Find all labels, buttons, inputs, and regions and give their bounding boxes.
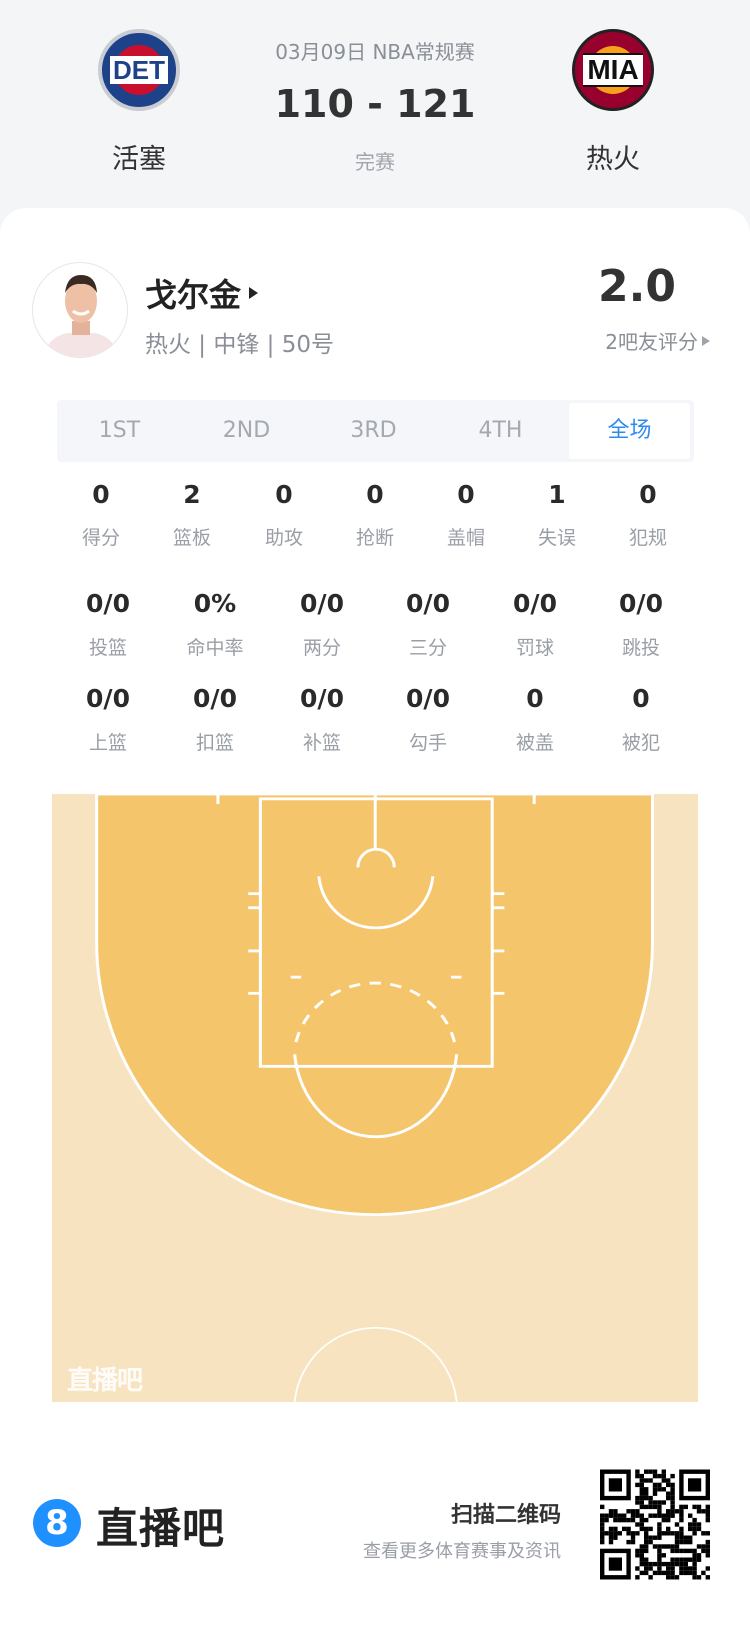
stat-label: 罚球 <box>515 637 555 659</box>
tab-4th[interactable]: 4TH <box>478 418 523 443</box>
stat-value: 0/0 <box>86 684 130 713</box>
period-tabs: 1ST 2ND 3RD 4TH 全场 <box>57 400 694 462</box>
mia-abbr: MIA <box>583 53 643 87</box>
stat-value: 0 <box>639 480 657 509</box>
stat-value: 0 <box>366 480 384 509</box>
stat-value: 0/0 <box>300 589 344 618</box>
stat-value: 0 <box>92 480 110 509</box>
stat-value: 0/0 <box>513 589 557 618</box>
rating-label: 2吧友评分 <box>605 330 698 354</box>
game-score: 110 - 121 <box>274 82 476 126</box>
stat-label: 勾手 <box>408 732 448 754</box>
stat-value: 0 <box>632 684 650 713</box>
stat-label: 篮板 <box>172 527 212 549</box>
shot-chart-court <box>52 794 698 1402</box>
free-throw-arc <box>293 1054 459 1139</box>
rating-link[interactable]: 2吧友评分 <box>605 326 710 355</box>
stat-label: 投篮 <box>88 637 128 659</box>
stat-label: 被犯 <box>621 732 661 754</box>
brand-name: 直播吧 <box>96 1504 226 1553</box>
stat-value: 2 <box>183 480 201 509</box>
stat-value: 0/0 <box>406 589 450 618</box>
stat-value: 0/0 <box>300 684 344 713</box>
hoop <box>356 847 396 868</box>
det-abbr: DET <box>110 56 168 84</box>
stat-value: 1 <box>548 480 566 509</box>
tab-2nd[interactable]: 2ND <box>222 418 271 443</box>
player-name: 戈尔金 <box>145 276 242 314</box>
tab-3rd[interactable]: 3RD <box>350 418 397 443</box>
free-throw-dashed <box>294 981 456 1043</box>
game-date-league: 03月09日 NBA常规赛 <box>275 40 475 64</box>
away-team-name[interactable]: 热火 <box>586 144 640 175</box>
center-circle <box>293 1327 458 1402</box>
player-avatar[interactable] <box>32 262 128 358</box>
stat-label: 跳投 <box>621 637 661 659</box>
mia-team-logo[interactable]: MIA <box>572 29 654 111</box>
stat-label: 上篮 <box>88 732 128 754</box>
caret-right-icon <box>702 335 710 346</box>
det-team-logo[interactable]: DET <box>98 29 180 111</box>
stat-label: 命中率 <box>186 637 244 659</box>
stat-value: 0 <box>526 684 544 713</box>
stat-label: 补篮 <box>302 732 342 754</box>
stat-label: 盖帽 <box>446 527 486 549</box>
stat-value: 0% <box>193 589 237 618</box>
stat-label: 失误 <box>537 527 577 549</box>
player-name-link[interactable]: 戈尔金 <box>145 270 259 316</box>
tab-full-game[interactable]: 全场 <box>569 403 690 459</box>
stat-value: 0 <box>275 480 293 509</box>
stat-label: 被盖 <box>515 732 555 754</box>
stat-label: 两分 <box>302 637 342 659</box>
stat-label: 抢断 <box>355 527 395 549</box>
stat-label: 助攻 <box>264 527 304 549</box>
player-info: 热火 | 中锋 | 50号 <box>145 332 335 358</box>
stat-value: 0/0 <box>406 684 450 713</box>
court-watermark: 直播吧 <box>67 1366 143 1396</box>
stat-value: 0/0 <box>86 589 130 618</box>
stat-value: 0/0 <box>193 684 237 713</box>
stat-value: 0 <box>457 480 475 509</box>
stat-label: 三分 <box>408 637 448 659</box>
stat-label: 得分 <box>81 527 121 549</box>
stat-label: 扣篮 <box>195 732 235 754</box>
game-status: 完赛 <box>355 150 395 174</box>
tab-1st[interactable]: 1ST <box>98 418 141 443</box>
scan-subtitle: 查看更多体育赛事及资讯 <box>363 1541 561 1562</box>
caret-right-icon <box>249 287 259 299</box>
scan-title: 扫描二维码 <box>450 1503 561 1528</box>
three-point-area <box>95 794 655 1217</box>
stat-label: 犯规 <box>628 527 668 549</box>
stat-value: 0/0 <box>619 589 663 618</box>
lane-ticks <box>248 892 505 995</box>
home-team-name[interactable]: 活塞 <box>112 144 166 175</box>
brand-logo: 8 <box>33 1499 81 1547</box>
qr-code[interactable] <box>600 1469 710 1580</box>
player-rating: 2.0 <box>598 261 676 312</box>
